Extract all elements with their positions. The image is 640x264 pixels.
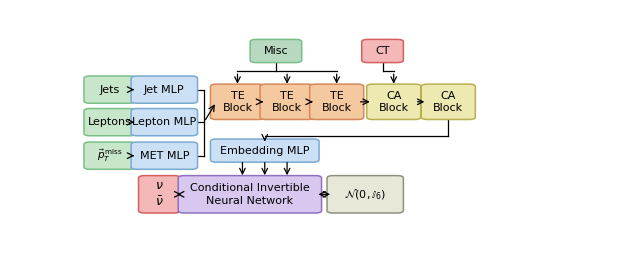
Text: TE
Block: TE Block (272, 91, 302, 113)
Text: Jets: Jets (100, 85, 120, 95)
Text: Leptons: Leptons (88, 117, 132, 127)
Text: MET MLP: MET MLP (140, 151, 189, 161)
Text: CA
Block: CA Block (379, 91, 409, 113)
FancyBboxPatch shape (250, 39, 301, 63)
Text: TE
Block: TE Block (322, 91, 352, 113)
Text: CA
Block: CA Block (433, 91, 463, 113)
Text: Conditional Invertible
Neural Network: Conditional Invertible Neural Network (190, 183, 310, 205)
FancyBboxPatch shape (131, 109, 198, 136)
FancyBboxPatch shape (84, 142, 136, 169)
FancyBboxPatch shape (211, 139, 319, 162)
FancyBboxPatch shape (362, 39, 403, 63)
Text: Embedding MLP: Embedding MLP (220, 146, 310, 155)
FancyBboxPatch shape (211, 84, 264, 120)
Text: $\mathcal{N}(0, \mathbb{I}_6)$: $\mathcal{N}(0, \mathbb{I}_6)$ (344, 187, 387, 202)
FancyBboxPatch shape (310, 84, 364, 120)
Text: $\nu$
$\bar{\nu}$: $\nu$ $\bar{\nu}$ (155, 180, 164, 209)
FancyBboxPatch shape (327, 176, 403, 213)
FancyBboxPatch shape (131, 142, 198, 169)
Text: Misc: Misc (264, 46, 288, 56)
FancyBboxPatch shape (367, 84, 420, 120)
Text: CT: CT (375, 46, 390, 56)
Text: Lepton MLP: Lepton MLP (132, 117, 196, 127)
FancyBboxPatch shape (260, 84, 314, 120)
FancyBboxPatch shape (84, 76, 136, 103)
Text: $\vec{p}_T^{\,\mathrm{miss}}$: $\vec{p}_T^{\,\mathrm{miss}}$ (97, 147, 123, 164)
Text: Jet MLP: Jet MLP (144, 85, 184, 95)
FancyBboxPatch shape (421, 84, 476, 120)
FancyBboxPatch shape (84, 109, 136, 136)
Text: TE
Block: TE Block (223, 91, 253, 113)
FancyBboxPatch shape (138, 176, 180, 213)
FancyBboxPatch shape (178, 176, 321, 213)
FancyBboxPatch shape (131, 76, 198, 103)
